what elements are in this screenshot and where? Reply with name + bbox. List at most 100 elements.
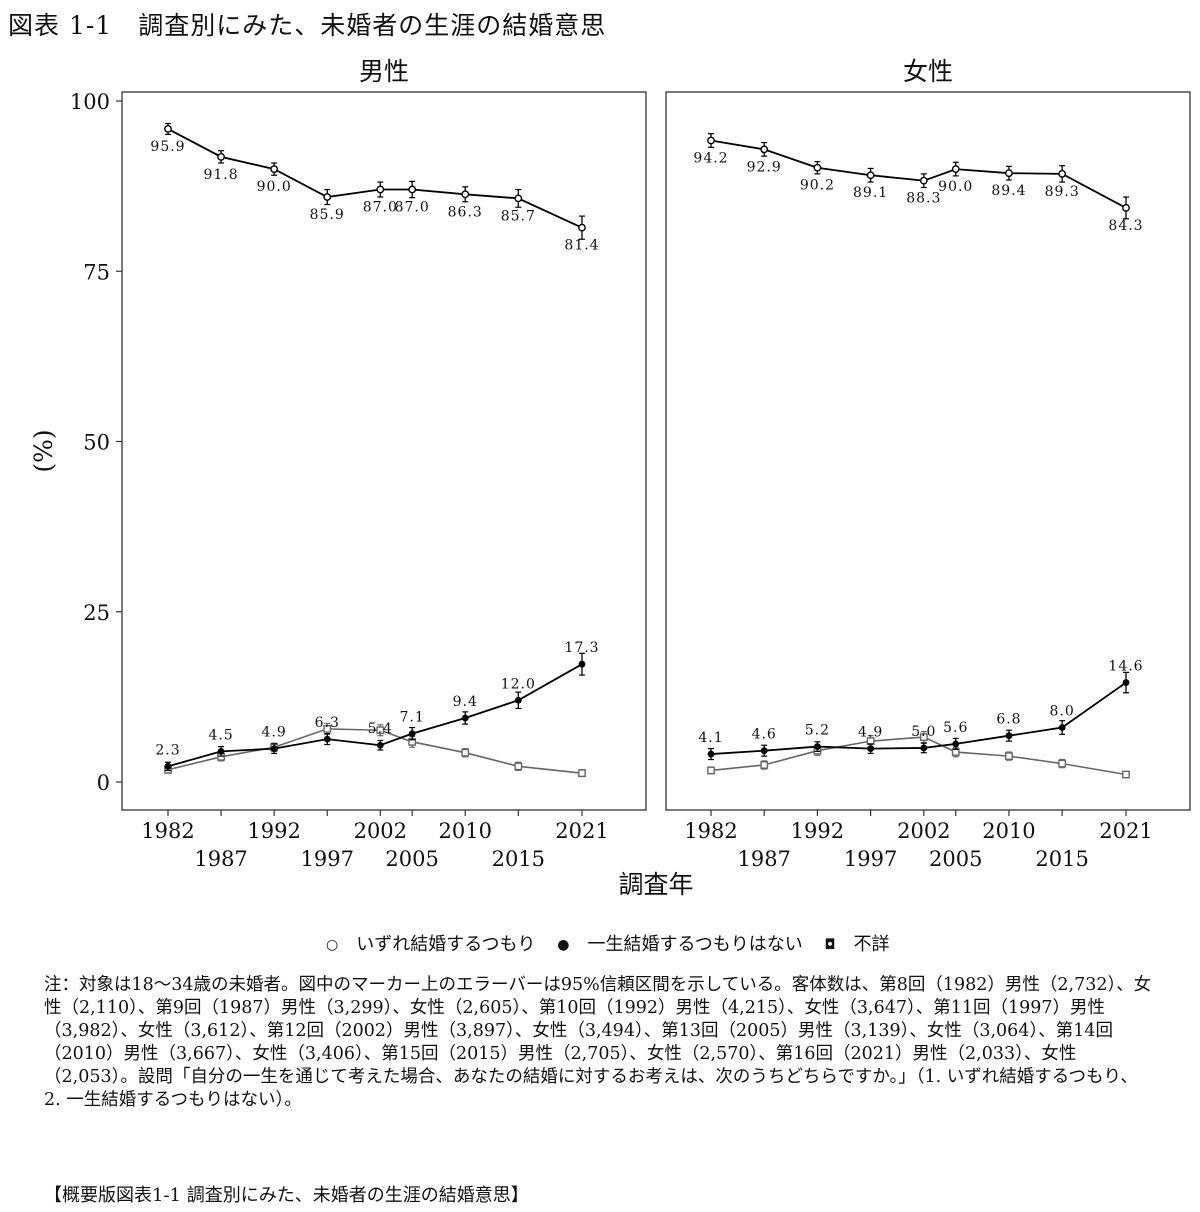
series-intend-marry: 95.9 91.8 90.0 85.9 87.087.0 86.3 85.7 81.4: [150, 122, 599, 254]
x-tick-label: 2010: [439, 819, 492, 843]
data-point-filled-circle: [814, 743, 821, 750]
legend-label: 不詳: [853, 934, 890, 955]
data-point-open-circle: [578, 223, 586, 232]
data-point-filled-circle: [376, 741, 384, 749]
x-tick-label: 1997: [301, 847, 354, 871]
data-point-filled-circle: [217, 747, 225, 755]
data-label: 88.3: [906, 191, 941, 207]
chart-notes: 注：対象は18～34歳の未婚者。図中のマーカー上のエラーバーは95%信頼区間を示…: [44, 975, 1152, 1110]
data-point-open-circle: [760, 145, 769, 154]
open-square-marker-icon: ◘: [824, 937, 836, 953]
y-tick-label: 25: [83, 601, 110, 625]
x-tick-label: 1992: [791, 819, 844, 843]
data-label: 89.4: [991, 183, 1026, 199]
data-label: 4.1: [698, 730, 723, 746]
data-point-open-square: [578, 769, 586, 778]
data-point-open-circle: [514, 194, 523, 203]
y-tick-label: 75: [83, 260, 110, 284]
data-label: 5.4: [368, 721, 393, 737]
x-tick-label: 2021: [555, 819, 608, 843]
data-point-filled-circle: [920, 744, 928, 752]
data-point-open-square: [323, 724, 332, 733]
data-point-open-circle: [270, 165, 279, 174]
data-point-filled-circle: [1058, 724, 1066, 731]
series-unknown: [164, 722, 586, 778]
figure-caption: 【概要版図表1-1 調査別にみた、未婚者の生涯の結婚意思】: [44, 1185, 529, 1206]
panel-frame: [665, 91, 1191, 811]
x-axis-title: 調査年: [618, 870, 693, 899]
data-label: 9.4: [453, 694, 478, 710]
x-tick-label: 1992: [247, 819, 300, 843]
data-point-open-circle: [951, 165, 960, 174]
data-label: 4.9: [858, 725, 883, 741]
x-tick-label: 2010: [982, 819, 1035, 843]
data-point-filled-circle: [270, 745, 278, 753]
data-label: 94.2: [693, 150, 728, 166]
data-point-filled-circle: [1005, 732, 1013, 740]
data-point-filled-circle: [408, 730, 416, 738]
data-label: 91.8: [203, 167, 238, 183]
legend: ○ いずれ結婚するつもり ● 一生結婚するつもりはない ◘ 不詳: [326, 930, 906, 956]
open-circle-marker-icon: ○: [326, 937, 339, 953]
data-point-open-square: [1122, 770, 1130, 779]
data-point-open-circle: [1005, 169, 1013, 178]
x-tick-label: 1987: [194, 847, 247, 871]
legend-label: いずれ結婚するつもり: [356, 934, 536, 955]
y-tick-label: 50: [83, 431, 110, 455]
data-point-filled-circle: [1122, 679, 1130, 686]
panel-frame: [121, 91, 647, 811]
x-tick-label: 2005: [929, 847, 982, 871]
data-label: 17.3: [564, 640, 599, 656]
x-tick-label: 2002: [897, 819, 950, 843]
data-label: 4.6: [752, 727, 777, 743]
data-label: 6.3: [315, 715, 340, 731]
data-point-open-circle: [217, 152, 225, 161]
data-label: 81.4: [564, 238, 599, 254]
data-label: 95.9: [150, 139, 185, 155]
data-point-filled-circle: [707, 750, 715, 758]
data-label: 2.3: [155, 742, 180, 758]
data-label: 85.9: [310, 207, 345, 223]
data-label: 90.0: [938, 179, 973, 195]
data-point-open-square: [1005, 752, 1013, 761]
x-tick-label: 1982: [141, 819, 194, 843]
data-label: 87.0: [363, 200, 398, 216]
data-label: 89.3: [1045, 184, 1080, 200]
data-point-filled-circle: [952, 740, 960, 748]
figure-title: 図表 1-1 調査別にみた、未婚者の生涯の結婚意思: [8, 11, 607, 40]
data-point-open-square: [760, 761, 769, 769]
legend-item-unknown: ◘ 不詳: [824, 930, 889, 956]
chart: 0255075100(%)調査年男性1982198719921997200220…: [29, 57, 1191, 899]
data-label: 84.3: [1108, 218, 1143, 234]
data-label: 7.1: [400, 710, 425, 726]
data-point-open-square: [376, 726, 385, 735]
x-tick-label: 1997: [844, 847, 897, 871]
legend-item-never-marry: ● 一生結婚するつもりはない: [557, 930, 803, 956]
y-axis-title: (%): [29, 429, 58, 472]
data-label: 87.0: [395, 200, 430, 216]
panel-title: 男性: [359, 57, 409, 86]
data-point-open-circle: [376, 185, 385, 194]
data-point-open-circle: [707, 136, 715, 145]
data-label: 8.0: [1050, 704, 1075, 720]
x-tick-label: 2002: [354, 819, 407, 843]
x-tick-label: 1982: [684, 819, 737, 843]
data-label: 85.7: [501, 208, 536, 224]
data-label: 12.0: [501, 676, 536, 692]
data-point-open-circle: [461, 190, 470, 199]
x-tick-label: 1987: [737, 847, 790, 871]
x-tick-label: 2015: [492, 847, 545, 871]
data-label: 92.9: [747, 159, 782, 175]
filled-circle-marker-icon: ●: [557, 937, 570, 953]
series-intend-marry: 94.2 92.9 90.2 89.1 88.390.0 89.4 89.3 84.3: [693, 133, 1143, 234]
data-label: 4.9: [262, 725, 287, 741]
data-label: 86.3: [448, 204, 483, 220]
data-point-open-circle: [813, 163, 822, 172]
data-point-open-square: [461, 748, 470, 757]
data-label: 4.5: [208, 727, 233, 743]
y-tick-label: 100: [70, 90, 110, 114]
legend-label: 一生結婚するつもりはない: [587, 934, 803, 955]
panel-title: 女性: [903, 57, 953, 86]
